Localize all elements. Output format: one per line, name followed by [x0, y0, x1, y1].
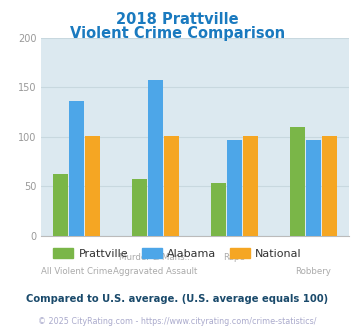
Text: All Violent Crime: All Violent Crime — [40, 267, 112, 276]
Bar — [227, 140, 242, 236]
Bar — [322, 136, 337, 236]
Bar — [148, 80, 163, 236]
Bar — [243, 136, 258, 236]
Text: Violent Crime Comparison: Violent Crime Comparison — [70, 26, 285, 41]
Bar — [69, 101, 84, 236]
Text: Rape: Rape — [223, 253, 245, 262]
Bar — [132, 179, 147, 236]
Bar — [306, 140, 321, 236]
Text: Aggravated Assault: Aggravated Assault — [113, 267, 198, 276]
Text: © 2025 CityRating.com - https://www.cityrating.com/crime-statistics/: © 2025 CityRating.com - https://www.city… — [38, 317, 317, 326]
Text: Robbery: Robbery — [295, 267, 331, 276]
Text: 2018 Prattville: 2018 Prattville — [116, 12, 239, 26]
Legend: Prattville, Alabama, National: Prattville, Alabama, National — [49, 244, 306, 263]
Bar — [290, 127, 305, 236]
Bar — [85, 136, 100, 236]
Text: Murder & Mans...: Murder & Mans... — [119, 253, 192, 262]
Bar — [211, 183, 226, 236]
Text: Compared to U.S. average. (U.S. average equals 100): Compared to U.S. average. (U.S. average … — [26, 294, 329, 304]
Bar — [53, 174, 68, 236]
Bar — [164, 136, 179, 236]
